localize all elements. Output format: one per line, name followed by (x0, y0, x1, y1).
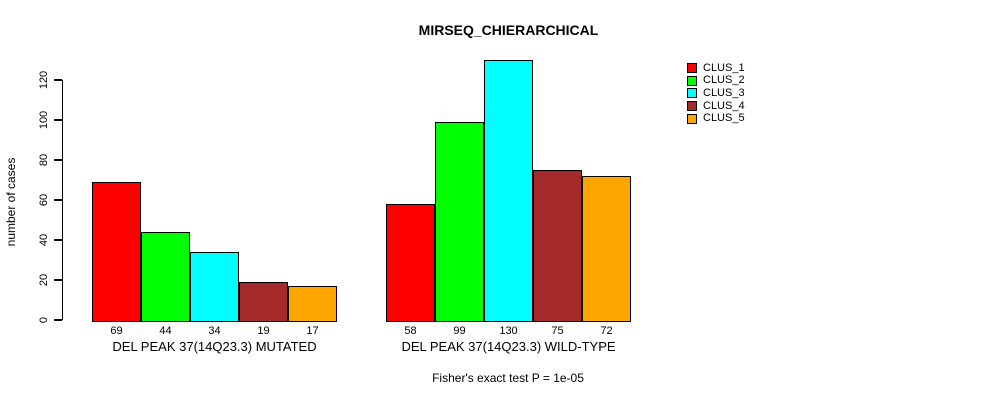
legend: CLUS_1 CLUS_2 CLUS_3 CLUS_4 CLUS_5 (687, 62, 745, 125)
legend-row-clus_4: CLUS_4 (687, 100, 745, 113)
y-tick-mark (53, 79, 62, 81)
bar-clus_1-group1 (92, 182, 141, 322)
fisher-test-footnote: Fisher's exact test P = 1e-05 (432, 371, 584, 385)
bar-clus_3-group1 (190, 252, 239, 322)
bar-clus_4-group1 (239, 282, 288, 322)
y-tick-mark (53, 279, 62, 281)
bar-clus_1-group2 (386, 204, 435, 322)
y-tick-mark (53, 239, 62, 241)
legend-label: CLUS_5 (703, 112, 745, 125)
y-tick-label: 20 (38, 273, 50, 287)
legend-label: CLUS_4 (703, 99, 745, 112)
y-tick-label: 0 (38, 316, 50, 324)
y-tick-label: 40 (38, 233, 50, 247)
bar-clus_3-group2 (484, 60, 533, 322)
y-axis-label: number of cases (4, 157, 18, 247)
bar-clus_5-group1 (288, 286, 337, 322)
bar-value-label: 34 (208, 325, 221, 337)
bar-clus_2-group1 (141, 232, 190, 322)
y-tick-label: 60 (38, 193, 50, 207)
legend-swatch-icon (687, 101, 697, 112)
legend-swatch-icon (687, 88, 697, 99)
y-tick-mark (53, 119, 62, 121)
bar-clus_2-group2 (435, 122, 484, 322)
y-tick-label: 80 (38, 153, 50, 167)
y-tick-mark (53, 199, 62, 201)
bar-value-label: 44 (159, 325, 172, 337)
legend-swatch-icon (687, 113, 697, 124)
y-tick-mark (53, 159, 62, 161)
chart-title: MIRSEQ_CHIERARCHICAL (418, 22, 599, 38)
group-label-mutated: DEL PEAK 37(14Q23.3) MUTATED (112, 339, 317, 354)
y-axis-line (61, 80, 63, 320)
legend-row-clus_1: CLUS_1 (687, 62, 745, 75)
legend-swatch-icon (687, 63, 697, 74)
bar-clus_5-group2 (582, 176, 631, 322)
legend-label: CLUS_1 (703, 61, 745, 74)
legend-swatch-icon (687, 75, 697, 86)
bar-value-label: 58 (404, 325, 417, 337)
y-tick-label: 120 (38, 70, 50, 90)
legend-row-clus_5: CLUS_5 (687, 112, 745, 125)
bar-clus_4-group2 (533, 170, 582, 322)
bar-value-label: 130 (499, 325, 518, 337)
bar-value-label: 19 (257, 325, 270, 337)
legend-label: CLUS_3 (703, 86, 745, 99)
y-tick-mark (53, 319, 62, 321)
bar-value-label: 75 (551, 325, 564, 337)
y-tick-label: 100 (38, 110, 50, 130)
legend-label: CLUS_2 (703, 74, 745, 87)
bar-value-label: 69 (110, 325, 123, 337)
bar-value-label: 72 (600, 325, 613, 337)
legend-row-clus_2: CLUS_2 (687, 75, 745, 88)
bar-value-label: 99 (453, 325, 466, 337)
bar-value-label: 17 (306, 325, 319, 337)
group-label-wild-type: DEL PEAK 37(14Q23.3) WILD-TYPE (401, 339, 616, 354)
legend-row-clus_3: CLUS_3 (687, 87, 745, 100)
